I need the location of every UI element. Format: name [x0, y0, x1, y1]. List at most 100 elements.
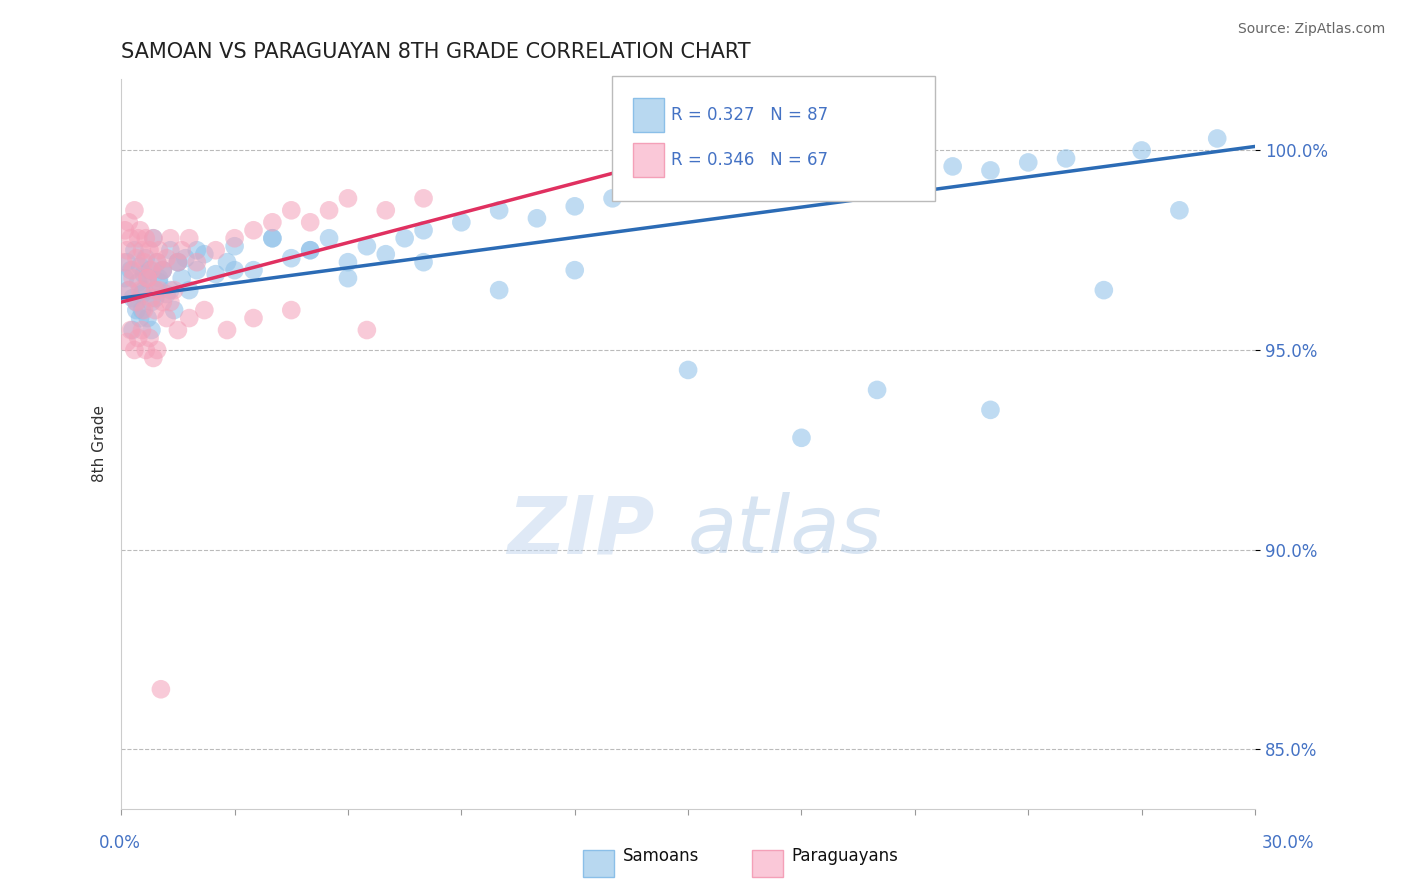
Point	[124, 244, 146, 258]
Point	[186, 255, 208, 269]
Point	[148, 244, 170, 258]
Point	[121, 323, 143, 337]
Text: Samoans: Samoans	[623, 847, 699, 865]
Point	[159, 295, 181, 310]
Point	[120, 231, 142, 245]
Point	[163, 283, 186, 297]
Point	[394, 231, 416, 245]
Point	[136, 271, 159, 285]
Point	[143, 291, 166, 305]
Point	[143, 283, 166, 297]
Point	[155, 311, 177, 326]
Point	[280, 251, 302, 265]
Point	[124, 343, 146, 357]
Point	[356, 239, 378, 253]
Point	[167, 255, 190, 269]
Point	[979, 163, 1001, 178]
Text: SAMOAN VS PARAGUAYAN 8TH GRADE CORRELATION CHART: SAMOAN VS PARAGUAYAN 8TH GRADE CORRELATI…	[121, 42, 751, 62]
Point	[159, 283, 181, 297]
Point	[138, 263, 160, 277]
Point	[602, 191, 624, 205]
Point	[676, 175, 699, 189]
Point	[148, 283, 170, 297]
Text: R = 0.346   N = 67: R = 0.346 N = 67	[671, 151, 828, 169]
Text: R = 0.327   N = 87: R = 0.327 N = 87	[671, 106, 828, 124]
Point	[179, 231, 201, 245]
Point	[179, 311, 201, 326]
Point	[866, 383, 889, 397]
Point	[262, 215, 284, 229]
Point	[132, 303, 155, 318]
Point	[131, 303, 153, 318]
Point	[135, 343, 157, 357]
Point	[138, 331, 160, 345]
Point	[299, 215, 322, 229]
Point	[280, 203, 302, 218]
Point	[132, 267, 155, 281]
Point	[979, 402, 1001, 417]
Point	[143, 303, 166, 318]
Point	[356, 323, 378, 337]
Point	[412, 191, 434, 205]
Point	[143, 283, 166, 297]
Point	[121, 291, 143, 305]
Point	[262, 231, 284, 245]
Point	[790, 171, 813, 186]
Point	[148, 271, 170, 285]
Point	[336, 191, 359, 205]
Point	[142, 351, 165, 365]
Point	[242, 263, 264, 277]
Point	[125, 295, 148, 310]
Point	[141, 323, 163, 337]
Point	[280, 303, 302, 318]
Point	[167, 255, 190, 269]
Point	[374, 203, 396, 218]
Point	[318, 231, 340, 245]
Point	[124, 203, 146, 218]
Point	[132, 255, 155, 269]
Point	[146, 343, 169, 357]
Text: Source: ZipAtlas.com: Source: ZipAtlas.com	[1237, 22, 1385, 37]
Text: ZIP: ZIP	[506, 492, 654, 571]
Point	[115, 244, 138, 258]
Point	[149, 682, 172, 697]
Text: 0.0%: 0.0%	[98, 834, 141, 852]
Point	[204, 267, 226, 281]
Point	[129, 283, 152, 297]
Point	[174, 251, 197, 265]
Point	[193, 303, 215, 318]
Point	[132, 283, 155, 297]
Point	[488, 203, 510, 218]
Point	[1017, 155, 1039, 169]
Point	[299, 244, 322, 258]
Point	[1054, 152, 1077, 166]
Point	[129, 223, 152, 237]
Point	[125, 295, 148, 310]
Point	[148, 275, 170, 289]
Point	[125, 303, 148, 318]
Point	[564, 199, 586, 213]
Point	[146, 255, 169, 269]
Point	[828, 163, 851, 178]
Point	[152, 263, 174, 277]
Point	[152, 295, 174, 310]
Point	[163, 303, 186, 318]
Point	[170, 244, 193, 258]
Point	[215, 323, 238, 337]
Point	[904, 167, 927, 181]
Point	[318, 203, 340, 218]
Point	[127, 331, 149, 345]
Point	[1130, 144, 1153, 158]
Point	[224, 239, 246, 253]
Point	[752, 179, 775, 194]
Point	[131, 287, 153, 301]
Point	[115, 334, 138, 349]
Point	[159, 244, 181, 258]
Point	[1168, 203, 1191, 218]
Point	[299, 244, 322, 258]
Point	[138, 244, 160, 258]
Point	[118, 283, 141, 297]
Point	[526, 211, 548, 226]
Point	[141, 295, 163, 310]
Point	[155, 251, 177, 265]
